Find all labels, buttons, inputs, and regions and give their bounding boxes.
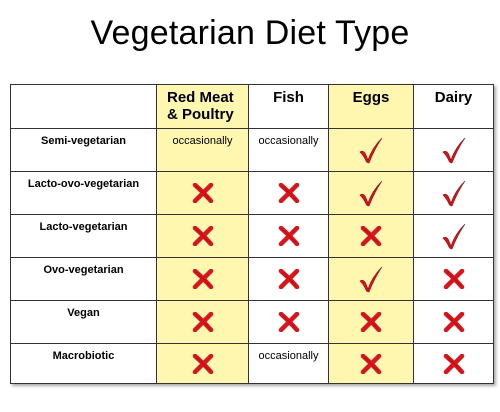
check-icon <box>441 179 467 207</box>
check-icon <box>441 136 467 164</box>
cell-text: occasionally <box>258 350 319 362</box>
table-cell <box>249 301 329 344</box>
column-header-label: Red Meat & Poultry <box>167 89 234 123</box>
check-icon <box>358 265 384 293</box>
cross-icon <box>443 312 465 332</box>
column-header-label: Eggs <box>352 89 390 106</box>
column-header: Eggs <box>329 85 414 129</box>
table-cell <box>414 172 494 215</box>
row-label-text: Lacto-ovo-vegetarian <box>27 178 140 190</box>
cross-icon <box>192 183 214 203</box>
table-cell <box>329 129 414 172</box>
table-cell <box>329 344 414 384</box>
check-icon <box>358 179 384 207</box>
cross-icon <box>443 269 465 289</box>
row-label-text: Ovo-vegetarian <box>43 264 124 276</box>
table-cell <box>329 301 414 344</box>
table-cell <box>157 258 249 301</box>
cross-icon <box>192 269 214 289</box>
cross-icon <box>278 312 300 332</box>
table-cell <box>329 258 414 301</box>
table-cell <box>414 129 494 172</box>
page-title: Vegetarian Diet Type <box>90 14 410 52</box>
row-label-text: Semi-vegetarian <box>41 135 126 147</box>
cross-icon <box>278 226 300 246</box>
column-header: Red Meat & Poultry <box>157 85 249 129</box>
table-cell <box>329 172 414 215</box>
table-cell <box>249 172 329 215</box>
row-label-text: Lacto-vegetarian <box>39 221 128 233</box>
check-icon <box>358 136 384 164</box>
cross-icon <box>360 312 382 332</box>
table-cell <box>414 215 494 258</box>
column-header: Fish <box>249 85 329 129</box>
check-icon <box>441 222 467 250</box>
row-label: Lacto-vegetarian <box>11 215 157 258</box>
row-label-text: Vegan <box>67 307 100 319</box>
table-cell <box>414 344 494 384</box>
column-header: Dairy <box>414 85 494 129</box>
cross-icon <box>360 226 382 246</box>
table-cell <box>249 258 329 301</box>
header-corner <box>11 85 157 129</box>
cross-icon <box>192 312 214 332</box>
table-cell: occasionally <box>249 129 329 172</box>
table-cell <box>157 172 249 215</box>
row-label: Macrobiotic <box>11 344 157 384</box>
cross-icon <box>192 226 214 246</box>
cross-icon <box>360 353 382 374</box>
cross-icon <box>443 353 465 374</box>
cell-text: occasionally <box>172 135 233 147</box>
cross-icon <box>278 183 300 203</box>
row-label-text: Macrobiotic <box>52 350 115 362</box>
diet-table: Red Meat & Poultry Fish Eggs Dairy Semi-vege… <box>10 84 494 384</box>
column-header-label: Dairy <box>434 89 473 106</box>
row-label: Ovo-vegetarian <box>11 258 157 301</box>
table-cell <box>414 258 494 301</box>
table-cell <box>249 215 329 258</box>
column-header-label: Fish <box>273 89 304 106</box>
cross-icon <box>278 269 300 289</box>
table-cell <box>414 301 494 344</box>
table-cell: occasionally <box>249 344 329 384</box>
table-cell <box>157 344 249 384</box>
cross-icon <box>192 353 214 374</box>
row-label: Lacto-ovo-vegetarian <box>11 172 157 215</box>
table-cell <box>157 301 249 344</box>
table-cell: occasionally <box>157 129 249 172</box>
row-label: Vegan <box>11 301 157 344</box>
cell-text: occasionally <box>258 135 319 147</box>
table-cell <box>329 215 414 258</box>
table-cell <box>157 215 249 258</box>
row-label: Semi-vegetarian <box>11 129 157 172</box>
